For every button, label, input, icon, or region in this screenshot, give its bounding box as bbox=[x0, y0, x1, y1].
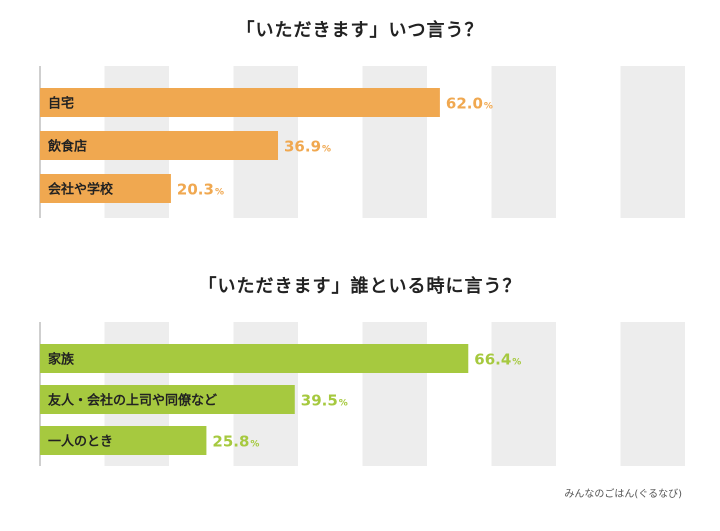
chart-title-when: 「いただきます」いつ言う？ bbox=[236, 20, 484, 41]
bar bbox=[40, 385, 295, 414]
data-label: 62.0% bbox=[446, 95, 493, 113]
category-label: 家族 bbox=[48, 352, 75, 368]
grid-band bbox=[620, 66, 685, 218]
data-label: 25.8% bbox=[212, 433, 259, 451]
bar bbox=[40, 174, 171, 203]
bar bbox=[40, 131, 279, 160]
bar-chart-when: 自宅 62.0% 飲食店 36.9% 会社や学校 20.3% bbox=[39, 66, 685, 218]
data-label: 66.4% bbox=[474, 351, 521, 369]
category-label: 友人・会社の上司や同僚など bbox=[48, 393, 217, 409]
category-label: 一人のとき bbox=[48, 434, 113, 450]
bar bbox=[40, 426, 207, 455]
category-label: 飲食店 bbox=[47, 139, 87, 155]
grid-band bbox=[620, 322, 685, 466]
data-label: 39.5% bbox=[301, 392, 348, 410]
bar bbox=[40, 344, 469, 373]
data-label: 36.9% bbox=[284, 138, 331, 156]
bar bbox=[40, 88, 440, 117]
category-label: 自宅 bbox=[48, 96, 74, 112]
source-credit: みんなのごはん(ぐるなび) bbox=[564, 489, 682, 500]
grid-band bbox=[491, 66, 556, 218]
grid-band bbox=[362, 322, 427, 466]
chart-title-with-whom: 「いただきます」誰といる時に言う？ bbox=[198, 276, 522, 297]
category-label: 会社や学校 bbox=[48, 182, 114, 198]
grid-band bbox=[491, 322, 556, 466]
bar-chart-with-whom: 家族 66.4% 友人・会社の上司や同僚など 39.5% 一人のとき 25.8% bbox=[39, 322, 685, 466]
data-label: 20.3% bbox=[177, 181, 224, 199]
